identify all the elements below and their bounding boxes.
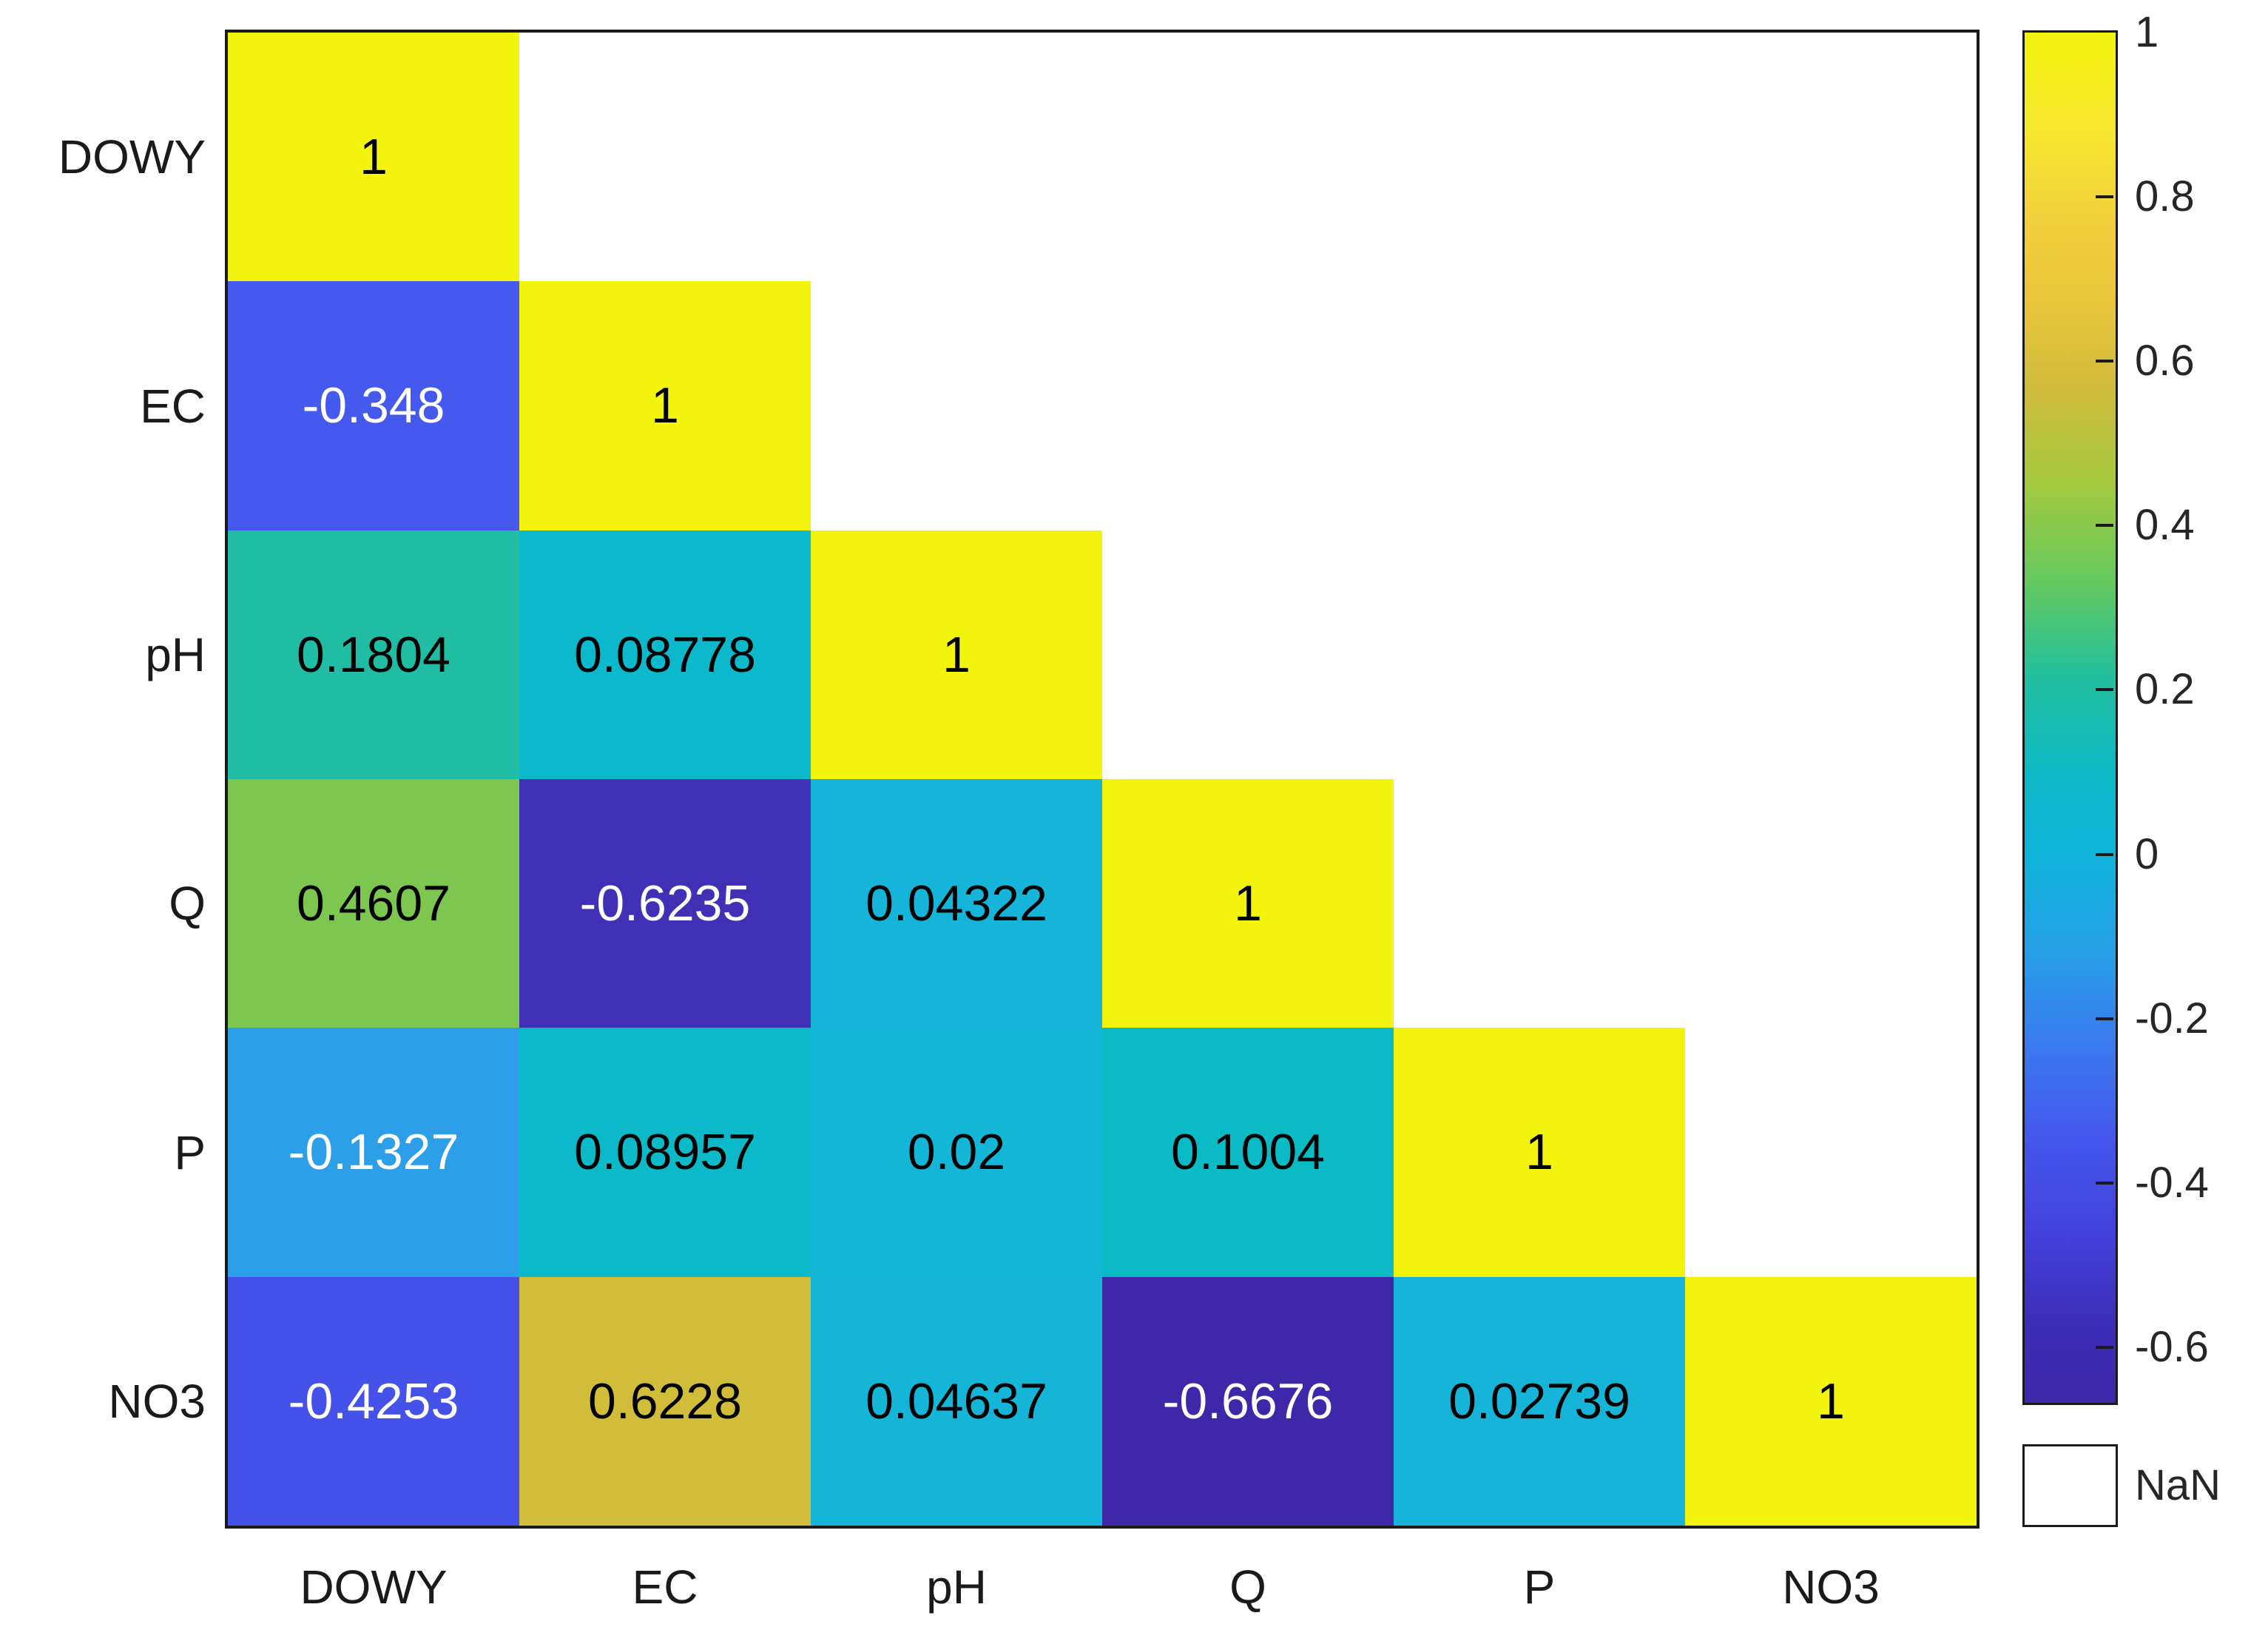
heatmap-cell-pH-pH: 1: [811, 530, 1102, 779]
y-axis-label-pH: pH: [145, 627, 206, 681]
nan-legend-label: NaN: [2135, 1461, 2221, 1509]
colorbar-tick-mark--0.4: [2096, 1181, 2113, 1185]
y-axis-label-Q: Q: [169, 877, 206, 931]
heatmap-cell-NO3-EC: 0.6228: [519, 1276, 811, 1526]
heatmap-cell-NO3-P: 0.02739: [1394, 1276, 1685, 1526]
x-axis-label-P: P: [1523, 1560, 1556, 1614]
colorbar-tick-mark--0.2: [2096, 1017, 2113, 1020]
heatmap-cell-Q-Q: 1: [1102, 779, 1394, 1028]
heatmap-cell-Q-DOWY: 0.4607: [228, 779, 519, 1028]
heatmap-cell-pH-EC: 0.08778: [519, 530, 811, 779]
colorbar-tick-label--0.2: -0.2: [2135, 994, 2209, 1042]
colorbar-tick-label--0.6: -0.6: [2135, 1322, 2209, 1371]
heatmap-cell-DOWY-DOWY: 1: [228, 33, 519, 282]
x-axis-label-EC: EC: [632, 1560, 698, 1614]
heatmap-cell-P-EC: 0.08957: [519, 1028, 811, 1277]
colorbar-tick-label-0.8: 0.8: [2135, 172, 2195, 221]
x-axis-label-NO3: NO3: [1782, 1560, 1880, 1614]
heatmap-cell-P-DOWY: -0.1327: [228, 1028, 519, 1277]
y-axis-label-NO3: NO3: [108, 1374, 206, 1428]
y-axis-label-DOWY: DOWY: [58, 130, 206, 184]
colorbar-tick-mark-0.4: [2096, 524, 2113, 528]
colorbar-tick-label-0.4: 0.4: [2135, 501, 2195, 550]
heatmap-cell-Q-EC: -0.6235: [519, 779, 811, 1028]
heatmap-cell-NO3-NO3: 1: [1685, 1276, 1977, 1526]
colorbar-tick-label-0.6: 0.6: [2135, 337, 2195, 385]
colorbar-tick-mark-0.8: [2096, 195, 2113, 199]
y-axis-label-P: P: [174, 1125, 206, 1179]
x-axis-label-pH: pH: [926, 1560, 987, 1614]
heatmap-cell-P-P: 1: [1394, 1028, 1685, 1277]
heatmap-cell-EC-DOWY: -0.348: [228, 281, 519, 530]
heatmap-cell-NO3-pH: 0.04637: [811, 1276, 1102, 1526]
colorbar-tick-mark-0.2: [2096, 688, 2113, 692]
colorbar-tick-label-0: 0: [2135, 829, 2159, 878]
colorbar-tick-label--0.4: -0.4: [2135, 1158, 2209, 1207]
heatmap-cell-EC-EC: 1: [519, 281, 811, 530]
colorbar-tick-mark-0.6: [2096, 360, 2113, 363]
y-axis-label-EC: EC: [140, 379, 206, 433]
heatmap-cell-P-Q: 0.1004: [1102, 1028, 1394, 1277]
x-axis-label-Q: Q: [1229, 1560, 1266, 1614]
colorbar-tick-mark-0: [2096, 852, 2113, 856]
heatmap-cell-P-pH: 0.02: [811, 1028, 1102, 1277]
nan-legend-swatch: [2022, 1444, 2118, 1527]
heatmap-cell-NO3-DOWY: -0.4253: [228, 1276, 519, 1526]
colorbar-tick-mark--0.6: [2096, 1345, 2113, 1349]
heatmap-cell-Q-pH: 0.04322: [811, 779, 1102, 1028]
colorbar-tick-label-1: 1: [2135, 8, 2159, 56]
colorbar-tick-label-0.2: 0.2: [2135, 665, 2195, 714]
heatmap-cell-pH-DOWY: 0.1804: [228, 530, 519, 779]
x-axis-label-DOWY: DOWY: [300, 1560, 448, 1614]
colorbar: [2022, 30, 2118, 1405]
heatmap-cell-NO3-Q: -0.6676: [1102, 1276, 1394, 1526]
